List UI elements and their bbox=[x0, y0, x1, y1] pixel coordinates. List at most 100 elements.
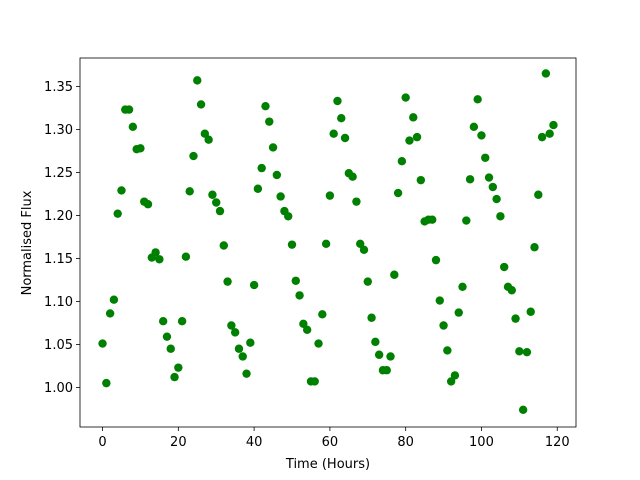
point bbox=[272, 170, 282, 180]
point bbox=[534, 190, 543, 199]
point bbox=[117, 186, 126, 195]
point bbox=[397, 157, 407, 166]
point bbox=[431, 255, 441, 265]
point bbox=[340, 133, 350, 143]
point bbox=[299, 319, 308, 328]
point bbox=[302, 325, 312, 335]
y-tick-label: 1.35 bbox=[44, 80, 73, 95]
point bbox=[253, 184, 263, 193]
point bbox=[98, 339, 107, 348]
point bbox=[200, 129, 210, 138]
point bbox=[382, 366, 391, 375]
point bbox=[363, 277, 372, 286]
point bbox=[446, 377, 456, 386]
y-tick-label: 1.15 bbox=[44, 252, 73, 267]
point bbox=[333, 96, 342, 106]
point bbox=[295, 291, 304, 300]
point bbox=[496, 212, 505, 221]
point bbox=[246, 338, 255, 347]
x-tick-label: 80 bbox=[397, 435, 414, 450]
point bbox=[261, 101, 270, 111]
point bbox=[321, 239, 331, 248]
x-tick-label: 100 bbox=[469, 435, 494, 450]
point bbox=[242, 369, 251, 378]
y-tick-label: 1.25 bbox=[44, 166, 73, 181]
point bbox=[215, 206, 225, 216]
point bbox=[136, 144, 145, 153]
point bbox=[477, 131, 486, 140]
x-tick-label: 60 bbox=[322, 435, 339, 450]
point bbox=[166, 344, 175, 353]
point bbox=[390, 270, 399, 279]
point bbox=[481, 153, 490, 162]
point bbox=[325, 191, 335, 200]
point bbox=[549, 120, 558, 130]
point bbox=[181, 252, 191, 261]
point bbox=[162, 332, 172, 341]
point bbox=[374, 350, 384, 359]
point bbox=[174, 363, 183, 372]
point bbox=[193, 76, 202, 85]
y-axis-label: Normalised Flux bbox=[20, 190, 35, 295]
point bbox=[177, 317, 187, 326]
point bbox=[526, 307, 535, 316]
point bbox=[473, 95, 482, 104]
point bbox=[409, 113, 418, 122]
point bbox=[276, 192, 285, 201]
point bbox=[462, 216, 471, 225]
point bbox=[492, 194, 501, 204]
point bbox=[458, 282, 467, 291]
point bbox=[356, 239, 365, 248]
point bbox=[393, 188, 403, 198]
point bbox=[454, 308, 463, 317]
point bbox=[367, 313, 376, 322]
y-tick-label: 1.05 bbox=[44, 338, 73, 353]
point bbox=[352, 197, 361, 206]
point bbox=[371, 337, 380, 347]
point bbox=[219, 241, 228, 250]
point bbox=[212, 198, 221, 207]
point bbox=[170, 372, 179, 382]
point bbox=[518, 405, 528, 414]
point bbox=[196, 100, 206, 109]
point bbox=[102, 378, 111, 388]
point bbox=[230, 328, 240, 337]
point bbox=[208, 190, 217, 199]
point bbox=[405, 136, 414, 145]
point bbox=[227, 321, 236, 330]
plot-frame bbox=[79, 57, 577, 428]
x-tick-label: 20 bbox=[170, 435, 187, 450]
x-tick-label: 120 bbox=[545, 435, 570, 450]
point bbox=[359, 245, 369, 255]
point bbox=[530, 243, 539, 252]
point bbox=[329, 129, 338, 138]
point bbox=[435, 296, 444, 305]
point bbox=[310, 377, 319, 386]
point bbox=[124, 105, 134, 114]
point bbox=[223, 277, 232, 286]
point bbox=[158, 317, 168, 326]
point bbox=[507, 286, 516, 295]
point bbox=[287, 240, 297, 249]
point bbox=[151, 248, 160, 257]
point bbox=[522, 347, 532, 357]
point bbox=[465, 175, 475, 184]
point bbox=[401, 93, 410, 102]
x-tick-label: 40 bbox=[246, 435, 263, 450]
y-tick-label: 1.10 bbox=[44, 295, 73, 310]
point bbox=[268, 143, 278, 152]
point bbox=[545, 129, 554, 138]
point bbox=[428, 215, 437, 224]
point bbox=[484, 173, 494, 182]
point bbox=[265, 117, 274, 126]
point bbox=[314, 339, 323, 348]
point bbox=[439, 321, 448, 330]
x-axis-label: Time (Hours) bbox=[285, 457, 370, 472]
point bbox=[416, 175, 426, 185]
point bbox=[113, 209, 122, 218]
point bbox=[386, 352, 395, 361]
point bbox=[318, 310, 327, 319]
point bbox=[128, 122, 138, 132]
